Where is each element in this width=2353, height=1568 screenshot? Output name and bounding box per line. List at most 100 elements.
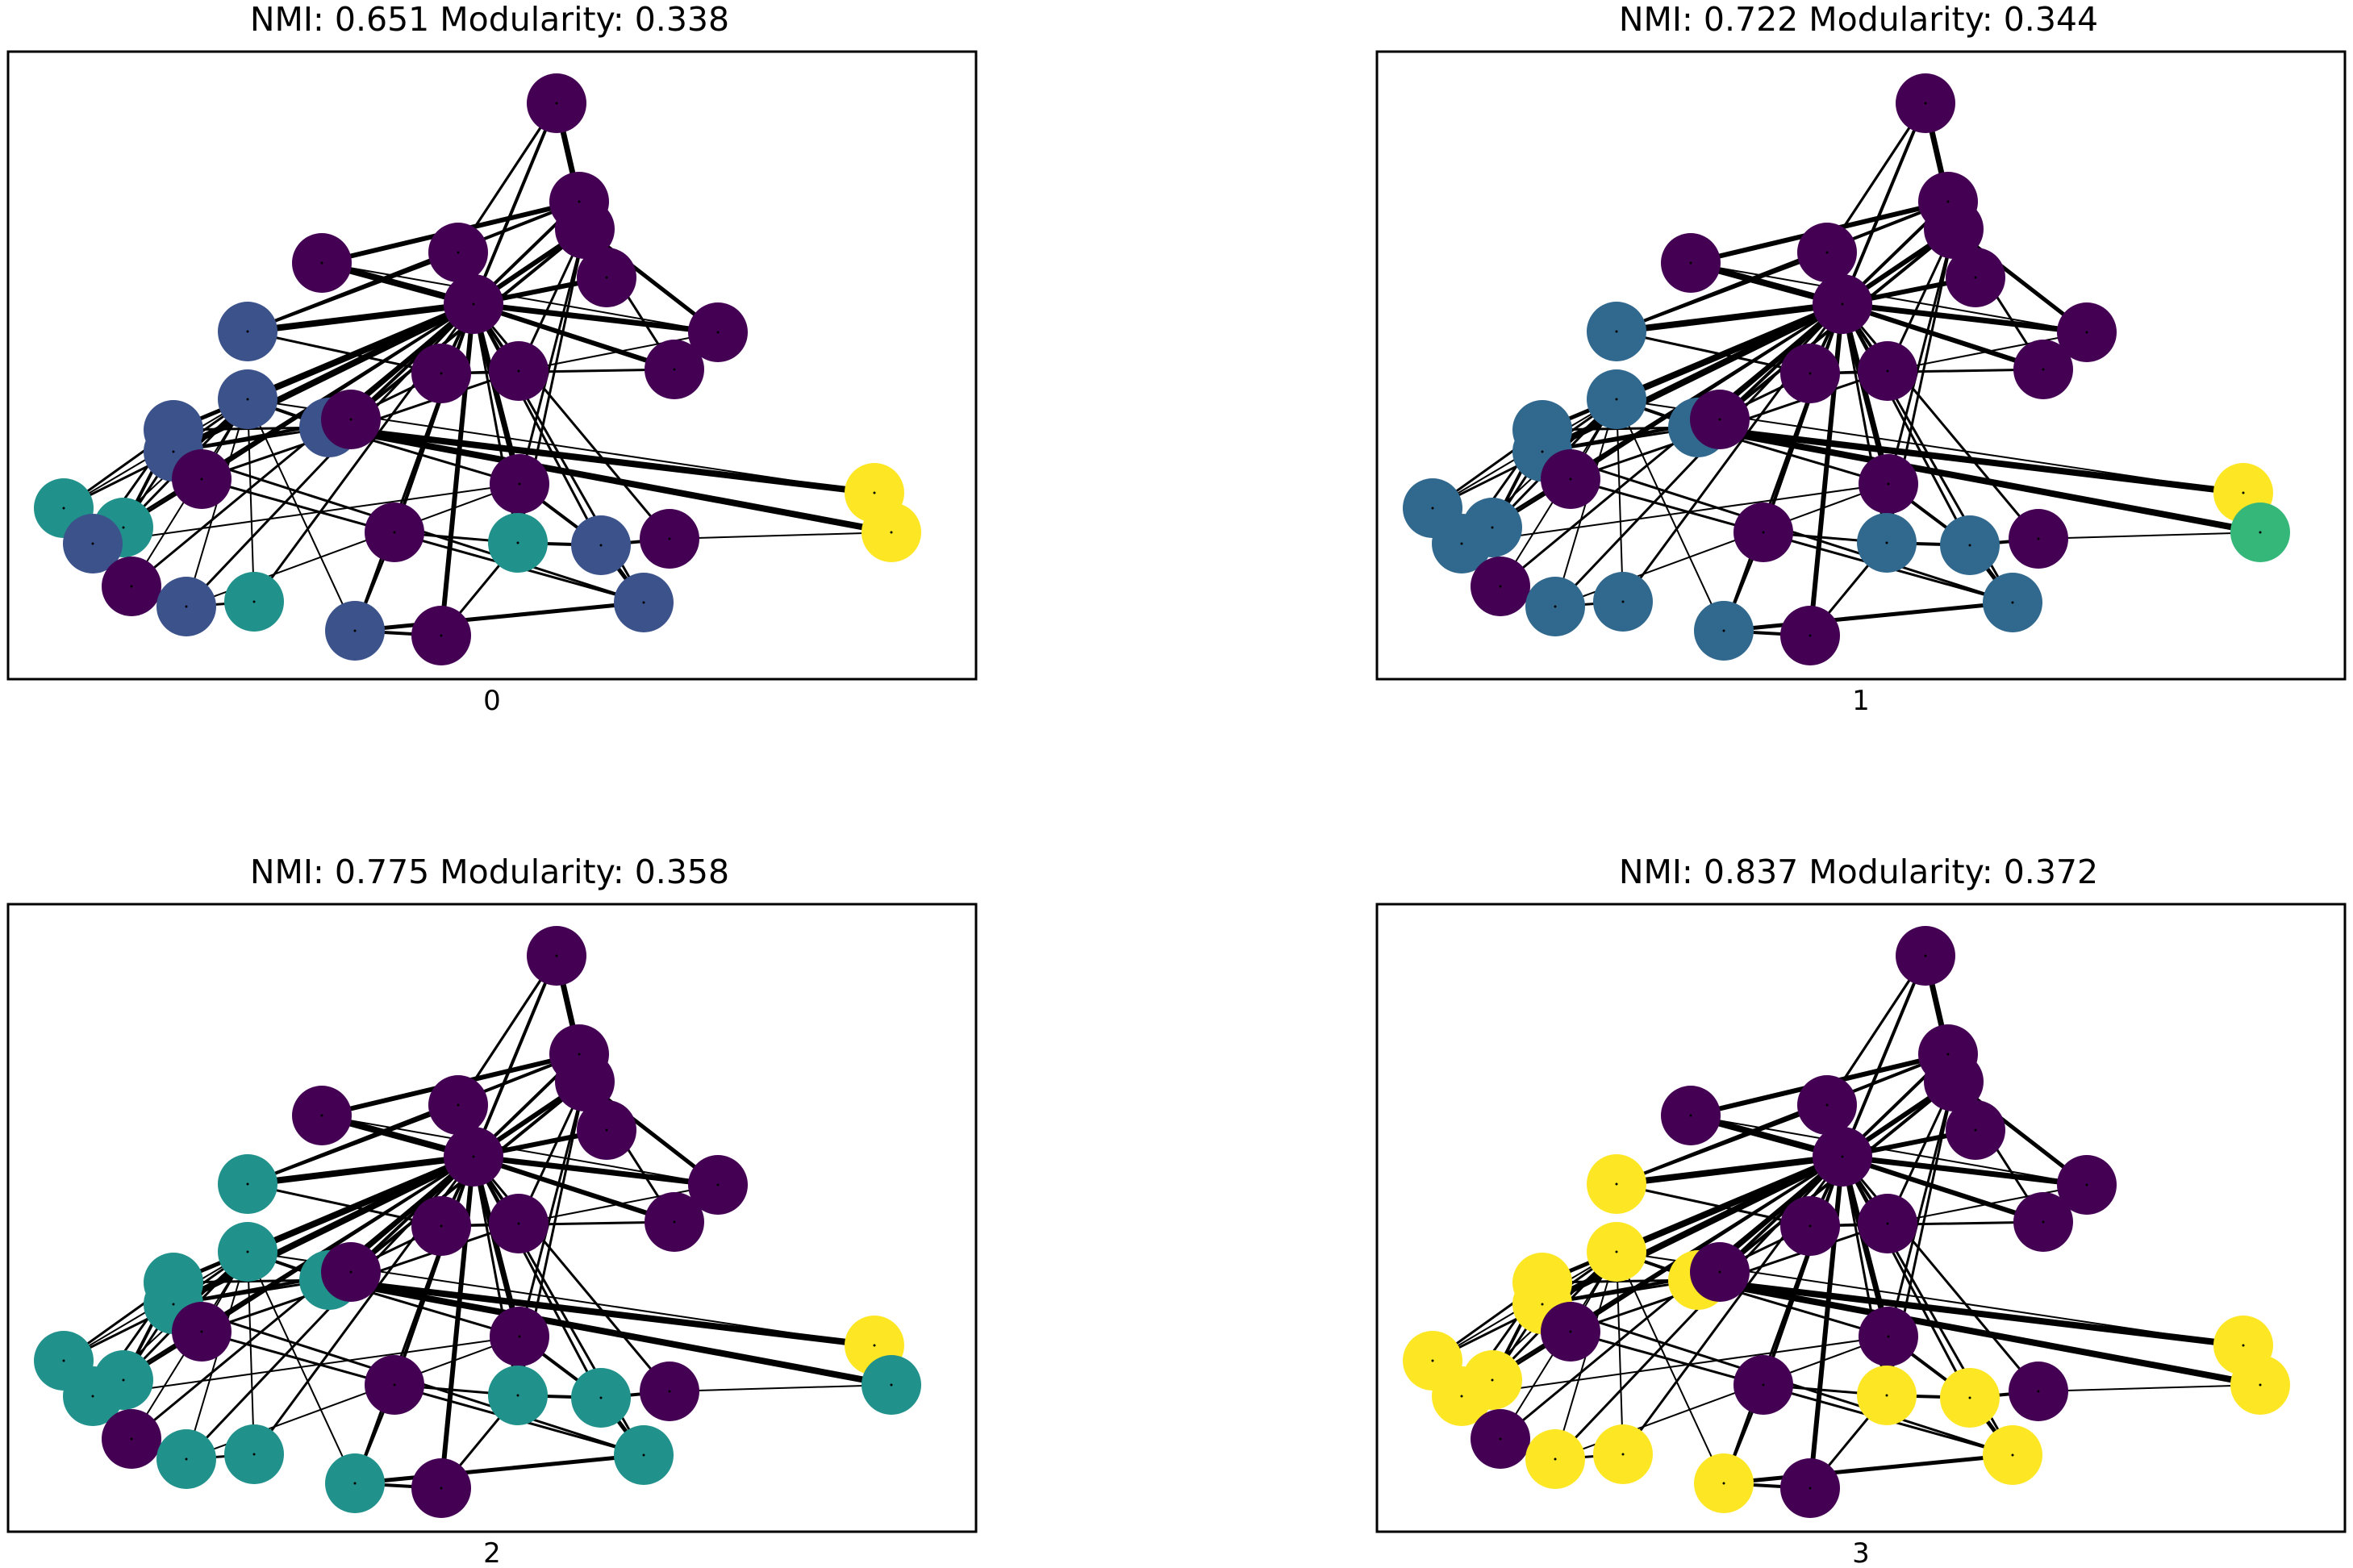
graph-edge bbox=[201, 1155, 474, 1333]
graph-node-center bbox=[2042, 368, 2045, 371]
graph-node-center bbox=[349, 1270, 353, 1274]
graph-edge bbox=[1616, 1251, 1624, 1455]
graph-node-center bbox=[1621, 1453, 1625, 1456]
graph-edge bbox=[472, 303, 671, 540]
graph-node-center bbox=[555, 102, 558, 105]
graph-node-center bbox=[440, 1224, 443, 1228]
graph-node-center bbox=[246, 330, 249, 333]
graph-edge bbox=[1842, 1154, 2044, 1224]
graph-node-center bbox=[668, 537, 671, 540]
graph-node-center bbox=[2037, 1390, 2040, 1393]
graph-edge bbox=[473, 1154, 675, 1224]
panel-1: NMI: 0.722 Modularity: 0.344 1 bbox=[1375, 0, 2347, 717]
graph-node-center bbox=[1924, 102, 1927, 105]
graph-edge bbox=[201, 302, 474, 481]
graph-node-center bbox=[668, 1390, 671, 1393]
graph-node-center bbox=[1718, 418, 1721, 421]
graph-node-center bbox=[605, 276, 608, 279]
graph-edge bbox=[1887, 332, 2088, 372]
graph-edge bbox=[354, 600, 645, 633]
graph-node-center bbox=[1825, 251, 1829, 254]
panel-label: 1 bbox=[1852, 685, 1870, 717]
node-layer bbox=[1403, 926, 2290, 1518]
graph-edge bbox=[1697, 424, 2244, 496]
graph-edge bbox=[328, 424, 875, 496]
graph-node-center bbox=[890, 1383, 893, 1387]
graph-edge bbox=[1570, 1155, 1843, 1333]
graph-node-center bbox=[185, 1457, 188, 1461]
graph-node-center bbox=[62, 507, 65, 510]
graph-node-center bbox=[578, 1053, 581, 1056]
graph-edge bbox=[1723, 600, 2013, 633]
node-layer bbox=[1403, 73, 2290, 665]
graph-node-center bbox=[517, 1222, 520, 1225]
graph-edge bbox=[1723, 1453, 2013, 1486]
edge-layer bbox=[63, 955, 893, 1490]
graph-edge bbox=[1690, 262, 2088, 333]
graph-node-center bbox=[1621, 600, 1625, 603]
graph-node-center bbox=[890, 531, 893, 534]
graph-edge bbox=[247, 1251, 255, 1455]
graph-node-center bbox=[1460, 1395, 1463, 1398]
graph-edge bbox=[354, 1453, 645, 1486]
graph-node-center bbox=[873, 1344, 876, 1347]
graph-node-center bbox=[673, 368, 676, 371]
graph-edge bbox=[470, 1156, 523, 1337]
graph-node-center bbox=[873, 491, 876, 494]
graph-edge bbox=[1762, 303, 1844, 533]
graph-node-center bbox=[1722, 629, 1725, 632]
graph-node-center bbox=[246, 1250, 249, 1253]
graph-node-center bbox=[252, 600, 256, 603]
graph-node-center bbox=[578, 200, 581, 203]
graph-edge bbox=[1697, 1277, 2261, 1388]
graph-edge bbox=[470, 303, 523, 485]
graph-edge bbox=[1839, 1156, 1892, 1337]
graph-node-center bbox=[2242, 1344, 2245, 1347]
graph-node-center bbox=[1887, 482, 1890, 486]
graph-node-center bbox=[320, 261, 323, 265]
graph-node-center bbox=[353, 1482, 357, 1485]
graph-edge bbox=[1461, 483, 1889, 544]
graph-edge bbox=[472, 1156, 603, 1399]
graph-edge bbox=[328, 1277, 875, 1349]
graph-edge bbox=[328, 424, 892, 536]
panel-2: NMI: 0.775 Modularity: 0.358 2 bbox=[6, 853, 978, 1568]
plot-frame bbox=[6, 50, 978, 681]
graph-edge bbox=[518, 1184, 719, 1224]
graph-node-center bbox=[1615, 1182, 1618, 1186]
graph-node-center bbox=[1615, 330, 1618, 333]
graph-node-center bbox=[1541, 450, 1544, 453]
graph-node-center bbox=[172, 450, 175, 453]
graph-node-center bbox=[440, 372, 443, 375]
panel-3: NMI: 0.837 Modularity: 0.372 3 bbox=[1375, 853, 2347, 1568]
graph-node-center bbox=[1885, 541, 1888, 544]
graph-edge bbox=[2038, 1384, 2261, 1392]
graph-node-center bbox=[1569, 1330, 1572, 1333]
graph-edge bbox=[92, 483, 520, 544]
graph-node-center bbox=[1968, 1396, 1971, 1399]
graph-node-center bbox=[252, 1453, 256, 1456]
graph-edge bbox=[1690, 1115, 2088, 1186]
graph-node-center bbox=[1886, 1222, 1889, 1225]
graph-node-center bbox=[2011, 1453, 2014, 1457]
graph-node-center bbox=[1569, 477, 1572, 481]
graph-node-center bbox=[91, 1395, 94, 1398]
graph-node-center bbox=[1825, 1103, 1829, 1107]
graph-node-center bbox=[1718, 1270, 1721, 1274]
graph-edge bbox=[472, 303, 603, 546]
node-layer bbox=[34, 926, 921, 1518]
graph-node-center bbox=[1946, 200, 1950, 203]
graph-node-center bbox=[642, 601, 645, 604]
edge-layer bbox=[1432, 102, 2262, 637]
graph-node-center bbox=[457, 251, 460, 254]
graph-edge bbox=[1842, 301, 2088, 336]
graph-edge bbox=[518, 332, 719, 372]
graph-node-center bbox=[1809, 372, 1812, 375]
graph-edge bbox=[472, 102, 558, 305]
graph-edge bbox=[1841, 1156, 2040, 1392]
graph-edge bbox=[1841, 303, 2040, 540]
graph-node-center bbox=[1689, 261, 1692, 265]
graph-node-center bbox=[1809, 1224, 1812, 1228]
graph-node-center bbox=[1841, 1155, 1844, 1158]
